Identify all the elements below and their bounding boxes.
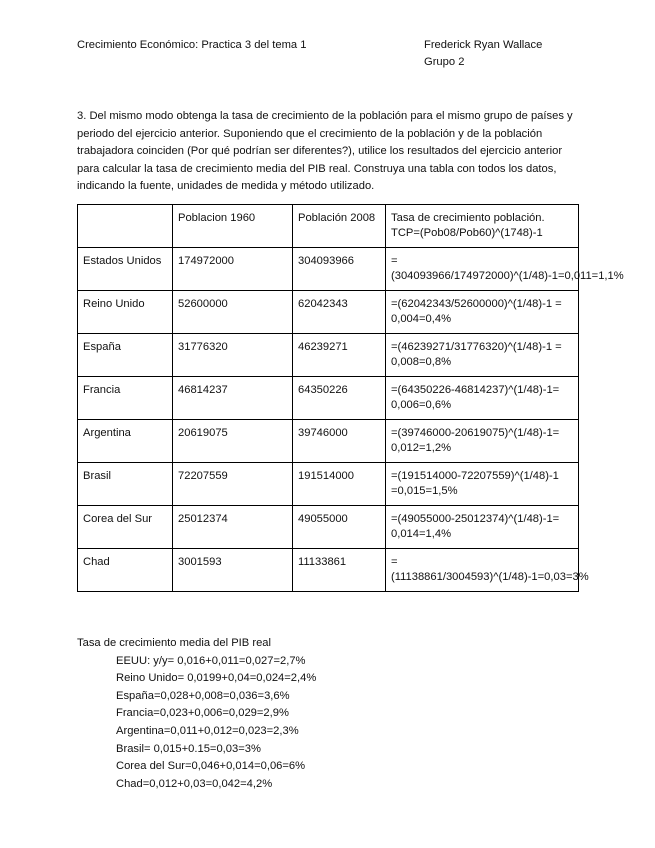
summary-item: EEUU: y/y= 0,016+0,011=0,027=2,7%	[116, 654, 306, 667]
column-header	[77, 204, 173, 248]
document-title: Crecimiento Económico: Practica 3 del te…	[77, 39, 307, 51]
table-cell: 46814237	[172, 376, 293, 420]
table-cell: Brasil	[77, 462, 173, 506]
population-table: Poblacion 1960 Población 2008 Tasa de crec…	[77, 204, 624, 592]
table-cell: 64350226	[292, 376, 386, 420]
table-row: Brasil 72207559 191514000 =(191514000-72207…	[77, 462, 579, 506]
table-cell: 25012374	[172, 505, 293, 549]
table-cell: 304093966	[292, 247, 386, 291]
group-label: Grupo 2	[424, 56, 465, 68]
table-cell: 174972000	[172, 247, 293, 291]
table-cell: 52600000	[172, 290, 293, 334]
table-cell: 191514000	[292, 462, 386, 506]
table-row: Estados Unidos 174972000 304093966 =(304093…	[77, 247, 624, 291]
summary-item: Corea del Sur=0,046+0,014=0,06=6%	[116, 760, 306, 773]
column-header: Tasa de crecimiento población. TCP=(Pob0…	[385, 204, 579, 248]
table-cell: 3001593	[172, 548, 293, 592]
summary-item: Reino Unido= 0,0199+0,04=0,024=2,4%	[116, 672, 317, 685]
question-text: 3. Del mismo modo obtenga la tasa de cre…	[77, 110, 573, 192]
table-cell: Argentina	[77, 419, 173, 463]
table-header-row: Poblacion 1960 Población 2008 Tasa de crec…	[77, 204, 579, 248]
gdp-growth-summary: Tasa de crecimiento media del PIB real E…	[77, 635, 316, 793]
table-cell: 39746000	[292, 419, 386, 463]
table-cell: Francia	[77, 376, 173, 420]
table-cell: 49055000	[292, 505, 386, 549]
table-row: Chad 3001593 11133861 =(11138861/3004593)^(…	[77, 548, 589, 592]
summary-item: Brasil= 0,015+0.15=0,03=3%	[116, 742, 261, 755]
table-cell: 46239271	[292, 333, 386, 377]
table-cell: Chad	[77, 548, 173, 592]
summary-item: España=0,028+0,008=0,036=3,6%	[116, 689, 290, 702]
column-header: Población 2008	[292, 204, 386, 248]
table-cell: =(46239271/31776320)^(1/48)-1 = 0,008=0,…	[385, 333, 579, 377]
column-header: Poblacion 1960	[172, 204, 293, 248]
table-cell: =(62042343/52600000)^(1/48)-1 = 0,004=0,…	[385, 290, 579, 334]
table-cell: =(49055000-25012374)^(1/48)-1= 0,014=1,4…	[385, 505, 579, 549]
summary-item: Chad=0,012+0,03=0,042=4,2%	[116, 777, 273, 790]
table-cell: 72207559	[172, 462, 293, 506]
table-cell: 62042343	[292, 290, 386, 334]
author-name: Frederick Ryan Wallace	[424, 39, 543, 51]
table-cell: 31776320	[172, 333, 293, 377]
table-row: Reino Unido 52600000 62042343 =(62042343/52…	[77, 290, 579, 334]
table-cell: Estados Unidos	[77, 247, 173, 291]
summary-title: Tasa de crecimiento media del PIB real	[77, 637, 272, 649]
table-cell: =(39746000-20619075)^(1/48)-1= 0,012=1,2…	[385, 419, 579, 463]
table-row: Francia 46814237 64350226 =(64350226-468142…	[77, 376, 579, 420]
table-cell: Reino Unido	[77, 290, 173, 334]
table-cell: 11133861	[292, 548, 386, 592]
table-cell: 20619075	[172, 419, 293, 463]
summary-item: Argentina=0,011+0,012=0,023=2,3%	[116, 724, 299, 737]
table-cell: España	[77, 333, 173, 377]
table-cell: Corea del Sur	[77, 505, 173, 549]
table-row: España 31776320 46239271 =(46239271/3177632…	[77, 333, 579, 377]
table-cell: =(64350226-46814237)^(1/48)-1= 0,006=0,6…	[385, 376, 579, 420]
table-cell: =(11138861/3004593)^(1/48)-1=0,03=3%	[385, 548, 589, 592]
table-cell: =(191514000-72207559)^(1/48)-1 =0,015=1,…	[385, 462, 579, 506]
table-row: Argentina 20619075 39746000 =(39746000-2061…	[77, 419, 579, 463]
table-row: Corea del Sur 25012374 49055000 =(49055000-…	[77, 505, 579, 549]
summary-item: Francia=0,023+0,006=0,029=2,9%	[116, 707, 289, 720]
table-cell: =(304093966/174972000)^(1/48)-1=0,011=1,…	[385, 247, 624, 291]
